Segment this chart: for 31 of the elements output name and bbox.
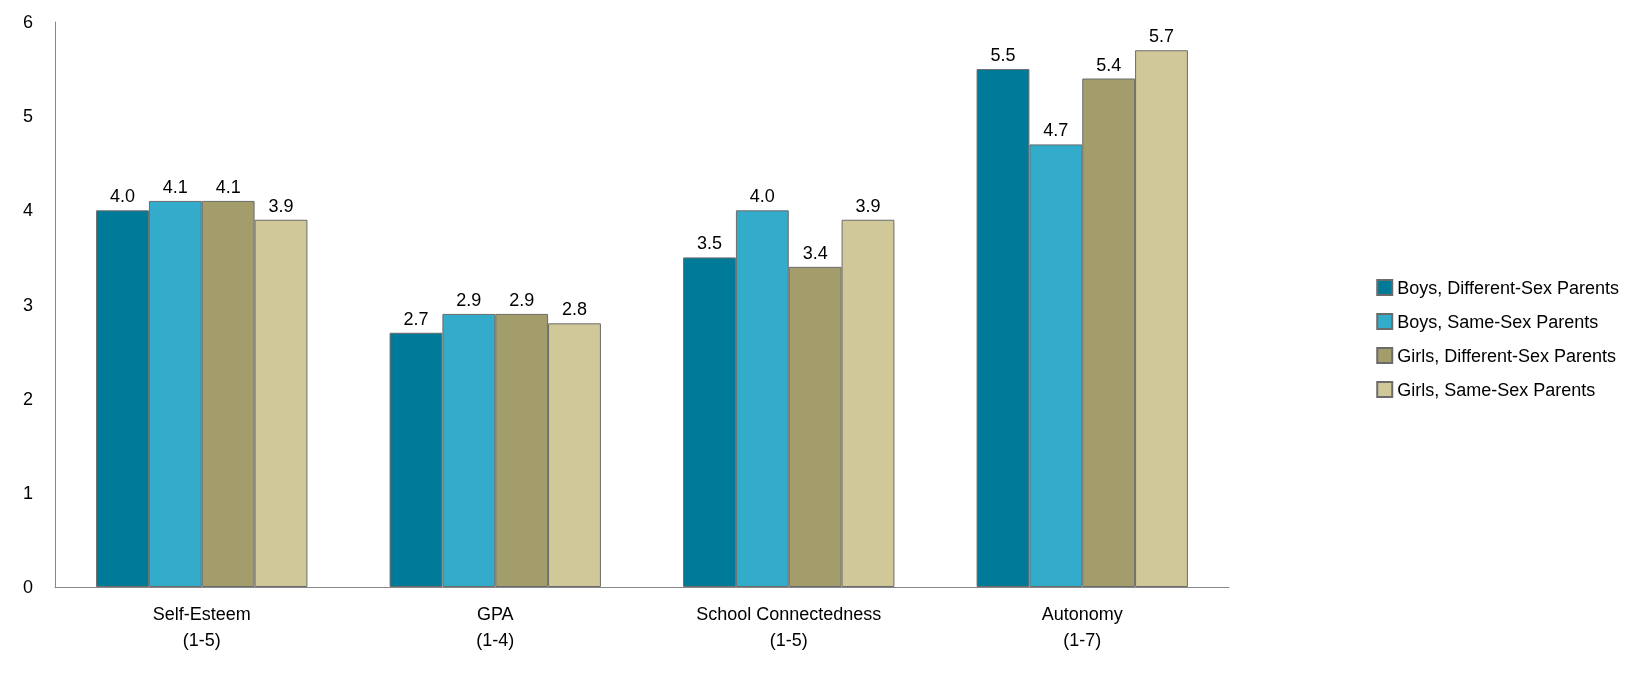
data-label: 3.4	[802, 242, 828, 263]
data-label: 4.1	[215, 176, 241, 197]
data-label: 2.8	[561, 299, 588, 320]
y-tick-label: 3	[22, 294, 33, 315]
legend-label: Boys, Different-Sex Parents	[1397, 277, 1619, 298]
y-tick-label: 6	[22, 12, 33, 32]
data-label: 3.9	[855, 195, 881, 216]
data-label: 4.0	[109, 186, 136, 207]
x-tick-label: Autonomy (1-7)	[1041, 604, 1123, 650]
data-label: 5.7	[1148, 26, 1175, 47]
data-label: 4.1	[162, 176, 188, 197]
data-label: 4.7	[1043, 120, 1069, 141]
y-tick-label: 5	[22, 106, 33, 127]
legend-label: Boys, Same-Sex Parents	[1397, 311, 1599, 332]
legend-label: Girls, Same-Sex Parents	[1397, 379, 1596, 400]
x-tick-label: Self-Esteem (1-5)	[152, 604, 251, 650]
data-label: 4.0	[749, 186, 775, 207]
data-label: 5.4	[1096, 54, 1122, 75]
y-tick-label: 0	[22, 577, 33, 597]
y-tick-label: 1	[22, 482, 33, 503]
y-tick-label: 2	[22, 388, 33, 409]
data-label: 5.5	[990, 45, 1016, 66]
data-label: 3.9	[268, 195, 294, 216]
data-label: 2.9	[509, 289, 535, 310]
y-tick-label: 4	[22, 200, 33, 221]
x-tick-label: GPA (1-4)	[476, 604, 515, 650]
x-tick-label: School Connectedness (1-5)	[696, 604, 882, 650]
legend-label: Girls, Different-Sex Parents	[1397, 345, 1616, 366]
data-label: 2.9	[456, 289, 482, 310]
data-label: 3.5	[696, 233, 723, 254]
data-label: 2.7	[403, 308, 429, 329]
